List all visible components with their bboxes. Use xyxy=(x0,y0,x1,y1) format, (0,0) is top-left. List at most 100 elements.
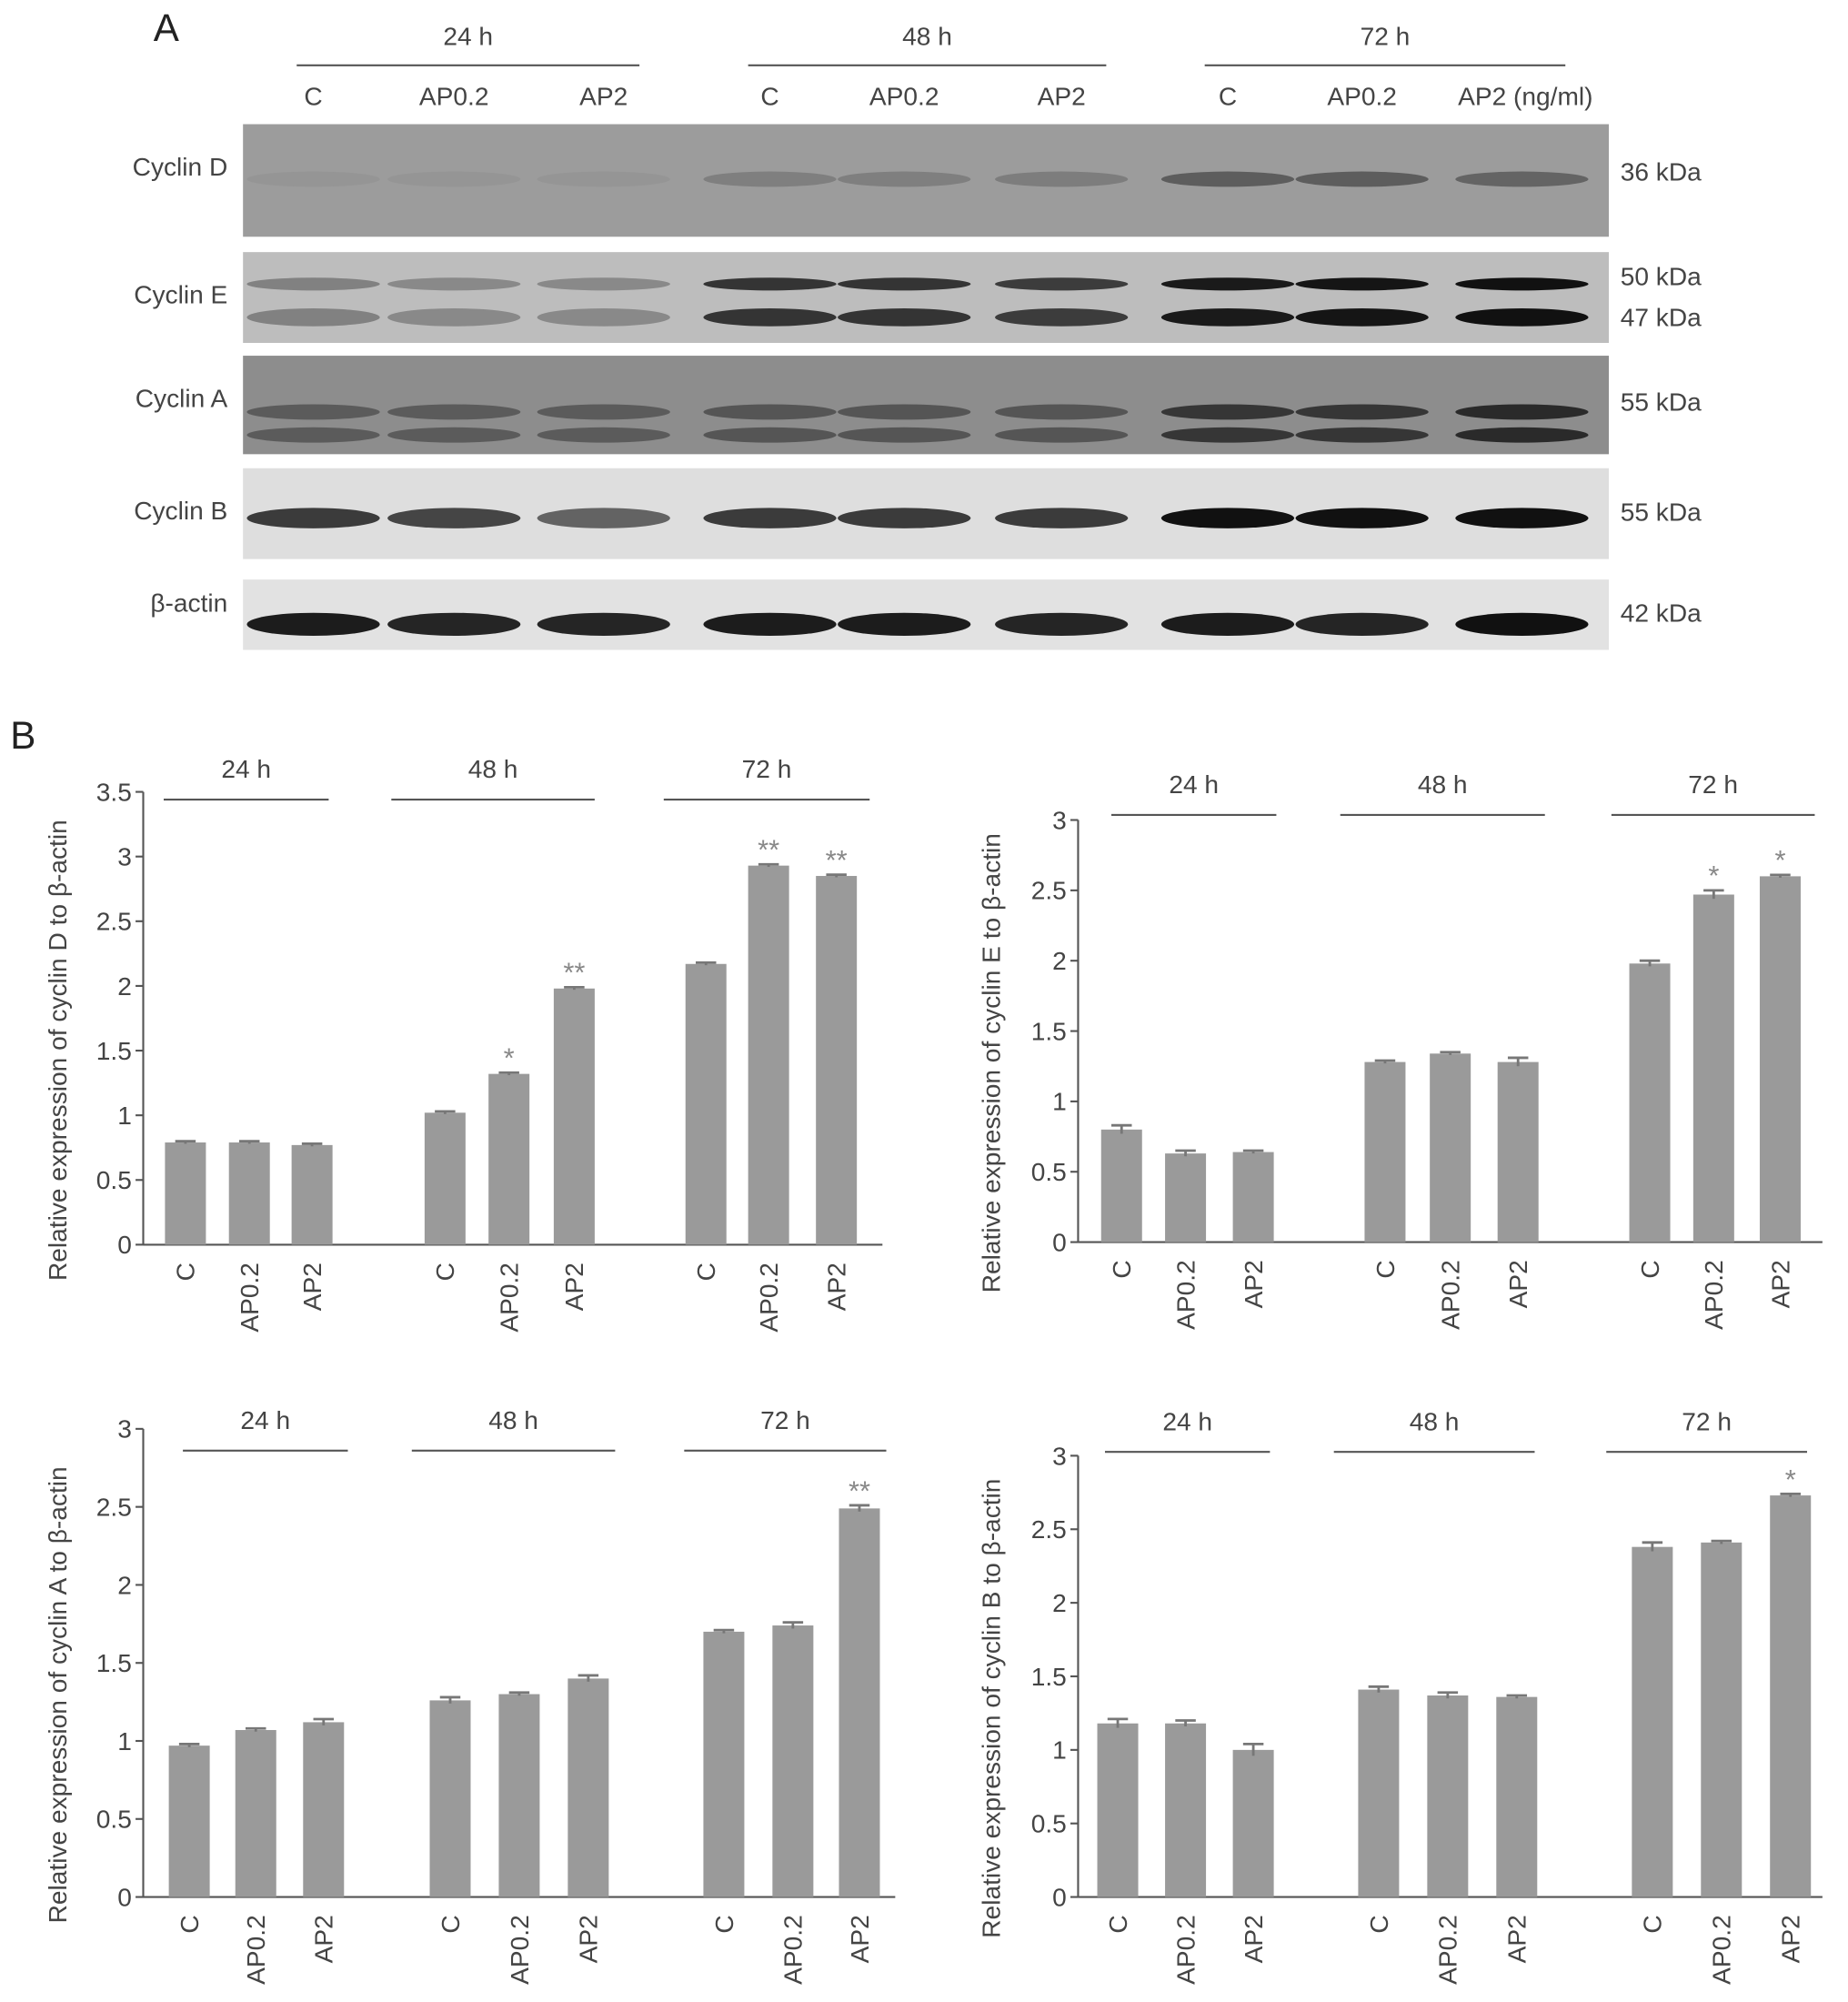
bar xyxy=(1701,1542,1743,1897)
bar xyxy=(235,1729,276,1897)
blot-band xyxy=(703,171,837,187)
y-tick-label: 2.5 xyxy=(1031,877,1067,905)
significance-mark: * xyxy=(1785,1464,1796,1495)
protein-label: Cyclin B xyxy=(134,497,227,525)
protein-label: β-actin xyxy=(150,589,227,617)
x-tick-label: AP0.2 xyxy=(755,1263,783,1333)
blot-band xyxy=(838,404,971,420)
y-tick-label: 2 xyxy=(117,1571,132,1599)
time-group-label: 48 h xyxy=(468,755,518,783)
blot-band xyxy=(246,404,380,420)
lane-label: AP0.2 xyxy=(419,82,489,110)
bar xyxy=(703,1631,745,1897)
x-tick-label: C xyxy=(176,1915,204,1933)
size-label: 47 kDa xyxy=(1621,304,1702,332)
protein-label: Cyclin D xyxy=(133,153,228,181)
y-tick-label: 1 xyxy=(117,1727,132,1756)
x-tick-label: AP2 xyxy=(1766,1260,1794,1308)
time-group-label: 24 h xyxy=(1169,770,1219,799)
lane-label: AP2 xyxy=(1038,82,1086,110)
y-tick-label: 2.5 xyxy=(1031,1515,1067,1544)
x-tick-label: AP0.2 xyxy=(1437,1260,1465,1330)
x-tick-label: C xyxy=(1636,1260,1664,1278)
blot-band xyxy=(1160,171,1295,187)
lane-label: AP0.2 xyxy=(1327,82,1397,110)
size-label: 36 kDa xyxy=(1621,157,1702,186)
bar xyxy=(1100,1129,1142,1242)
protein-label: Cyclin E xyxy=(134,280,227,308)
bar xyxy=(165,1142,206,1245)
size-label: 42 kDa xyxy=(1621,599,1702,628)
y-tick-label: 0.5 xyxy=(96,1166,132,1194)
time-group-label: 24 h xyxy=(1162,1407,1212,1435)
blot-band xyxy=(1455,404,1589,420)
blot-band xyxy=(1455,612,1589,637)
size-label: 55 kDa xyxy=(1621,388,1702,417)
bar xyxy=(685,963,727,1245)
x-tick-label: C xyxy=(1104,1915,1132,1933)
blot-band xyxy=(703,612,837,637)
blot-band xyxy=(537,427,670,443)
significance-mark: * xyxy=(504,1042,515,1074)
significance-mark: * xyxy=(1708,860,1719,891)
x-tick-label: C xyxy=(172,1263,200,1281)
bar xyxy=(839,1508,880,1897)
y-tick-label: 1.5 xyxy=(1031,1663,1067,1691)
y-axis-label: Relative expression of cyclin D to β-act… xyxy=(44,820,72,1281)
y-tick-label: 0 xyxy=(117,1231,132,1259)
time-group-label: 72 h xyxy=(1682,1407,1732,1435)
y-tick-label: 1.5 xyxy=(1031,1017,1067,1045)
lane-label: C xyxy=(1219,82,1237,110)
bar xyxy=(429,1700,471,1897)
y-tick-label: 0.5 xyxy=(96,1806,132,1834)
y-axis-label: Relative expression of cyclin A to β-act… xyxy=(44,1466,72,1923)
x-tick-label: AP2 xyxy=(1240,1915,1268,1963)
x-tick-label: AP2 xyxy=(846,1915,874,1963)
time-group-label: 48 h xyxy=(1410,1407,1460,1435)
y-tick-label: 2.5 xyxy=(96,908,132,936)
y-tick-label: 3 xyxy=(117,1415,132,1444)
x-tick-label: AP2 xyxy=(560,1263,588,1311)
blot-band xyxy=(995,277,1129,291)
significance-mark: ** xyxy=(563,957,585,989)
blot-band xyxy=(1295,277,1429,291)
y-tick-label: 2 xyxy=(117,972,132,1001)
bar xyxy=(1759,876,1801,1242)
x-tick-label: C xyxy=(431,1263,459,1281)
blot-band xyxy=(703,404,837,420)
blot-band xyxy=(1295,612,1429,637)
blot-band xyxy=(838,508,971,528)
x-tick-label: AP2 xyxy=(310,1915,338,1963)
bar xyxy=(567,1678,609,1897)
y-tick-label: 0 xyxy=(1052,1228,1067,1256)
significance-mark: ** xyxy=(758,834,779,866)
x-tick-label: C xyxy=(1639,1915,1667,1933)
y-tick-label: 0.5 xyxy=(1031,1810,1067,1838)
blot-band xyxy=(703,427,837,443)
bar xyxy=(1232,1749,1274,1897)
lane-label: C xyxy=(760,82,778,110)
bar xyxy=(424,1112,466,1245)
time-group-label: 72 h xyxy=(760,1406,810,1434)
blot-band xyxy=(1160,308,1295,327)
bar xyxy=(748,865,789,1245)
bar xyxy=(1232,1152,1274,1242)
y-tick-label: 3.5 xyxy=(96,778,132,806)
blot-band xyxy=(995,508,1129,528)
bar xyxy=(291,1144,333,1245)
panel-label: B xyxy=(10,714,35,757)
y-tick-label: 3 xyxy=(1052,806,1067,834)
x-tick-label: C xyxy=(437,1915,465,1933)
blot-band xyxy=(537,508,670,528)
x-tick-label: AP0.2 xyxy=(236,1263,264,1333)
blot-band xyxy=(703,277,837,291)
blot-band xyxy=(838,277,971,291)
blot-band xyxy=(246,277,380,291)
blot-band xyxy=(838,308,971,327)
bar xyxy=(1497,1061,1539,1242)
blot-band xyxy=(1160,277,1295,291)
bar xyxy=(1165,1723,1207,1897)
size-label: 50 kDa xyxy=(1621,263,1702,291)
y-tick-label: 2 xyxy=(1052,947,1067,975)
